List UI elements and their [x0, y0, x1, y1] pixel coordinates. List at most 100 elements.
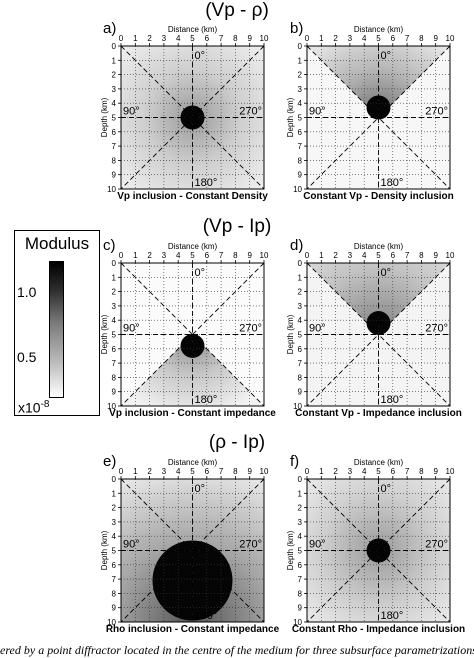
x-axis-label: Distance (km)	[168, 242, 218, 251]
panel-letter-b: b)	[290, 20, 304, 37]
x-tick-label: 7	[405, 251, 410, 260]
x-tick-label: 8	[419, 251, 424, 260]
angle-label-180: 180°	[381, 610, 404, 622]
y-tick-label: 9	[112, 171, 117, 180]
x-tick-label: 9	[433, 34, 438, 43]
x-tick-label: 0	[119, 34, 124, 43]
y-tick-label: 7	[298, 359, 303, 368]
x-tick-label: 4	[362, 467, 367, 476]
x-tick-label: 3	[162, 467, 167, 476]
y-tick-label: 3	[112, 302, 117, 311]
y-axis-label: Depth (km)	[100, 97, 109, 137]
x-tick-label: 0	[305, 251, 310, 260]
y-tick-label: 4	[298, 99, 303, 108]
y-tick-label: 8	[298, 373, 303, 382]
y-tick-label: 8	[298, 589, 303, 598]
angle-label-90: 90°	[309, 106, 326, 118]
y-tick-label: 0	[298, 42, 303, 51]
angle-label-0: 0°	[381, 50, 392, 62]
y-tick-label: 1	[112, 489, 117, 498]
x-tick-label: 1	[319, 34, 324, 43]
y-tick-label: 2	[298, 504, 303, 513]
y-tick-label: 6	[298, 345, 303, 354]
x-tick-label: 3	[348, 251, 353, 260]
y-tick-label: 2	[112, 288, 117, 297]
y-tick-label: 5	[112, 114, 117, 123]
y-tick-label: 4	[298, 316, 303, 325]
x-tick-label: 2	[333, 251, 338, 260]
colorbar-scale: x10-8	[18, 399, 49, 416]
y-tick-label: 0	[298, 259, 303, 268]
y-tick-label: 10	[107, 618, 116, 627]
x-tick-label: 0	[305, 467, 310, 476]
y-tick-label: 8	[112, 373, 117, 382]
y-tick-label: 4	[112, 316, 117, 325]
y-tick-label: 7	[112, 575, 117, 584]
panel-letter-e: e)	[103, 453, 117, 470]
x-tick-label: 1	[133, 467, 138, 476]
x-tick-label: 6	[391, 34, 396, 43]
x-tick-label: 7	[219, 34, 224, 43]
y-tick-label: 1	[298, 56, 303, 65]
y-tick-label: 8	[112, 589, 117, 598]
panel-letter-a: a)	[103, 20, 117, 37]
y-tick-label: 4	[298, 532, 303, 541]
angle-label-90: 90°	[123, 106, 140, 118]
y-tick-label: 0	[112, 42, 117, 51]
x-tick-label: 6	[205, 251, 210, 260]
x-tick-label: 2	[147, 251, 152, 260]
x-tick-label: 5	[376, 467, 381, 476]
y-tick-label: 7	[298, 575, 303, 584]
y-tick-label: 9	[112, 604, 117, 613]
x-tick-label: 6	[205, 34, 210, 43]
y-tick-label: 9	[298, 171, 303, 180]
y-tick-label: 5	[298, 331, 303, 340]
y-tick-label: 0	[112, 259, 117, 268]
x-tick-label: 9	[247, 467, 252, 476]
angle-label-180: 180°	[381, 394, 404, 406]
y-axis-label: Depth (km)	[286, 97, 295, 137]
x-tick-label: 10	[260, 467, 269, 476]
y-tick-label: 4	[112, 99, 117, 108]
x-tick-label: 0	[305, 34, 310, 43]
x-tick-label: 3	[162, 34, 167, 43]
x-tick-label: 0	[119, 467, 124, 476]
y-axis-label: Depth (km)	[286, 530, 295, 570]
y-tick-label: 2	[112, 71, 117, 80]
x-tick-label: 4	[362, 34, 367, 43]
y-tick-label: 6	[112, 345, 117, 354]
figure-caption-fragment: ered by a point diffractor located in th…	[0, 643, 474, 657]
x-tick-label: 4	[362, 251, 367, 260]
y-tick-label: 6	[112, 128, 117, 137]
y-tick-label: 7	[298, 142, 303, 151]
y-tick-label: 10	[293, 618, 302, 627]
y-tick-label: 6	[298, 561, 303, 570]
panel-letter-f: f)	[290, 453, 300, 470]
x-axis-label: Distance (km)	[168, 458, 218, 467]
colorbar-tick-high: 1.0	[17, 284, 37, 300]
x-tick-label: 1	[133, 34, 138, 43]
x-tick-label: 7	[219, 251, 224, 260]
x-tick-label: 6	[391, 251, 396, 260]
x-tick-label: 3	[348, 34, 353, 43]
angle-label-0: 0°	[381, 483, 392, 495]
y-tick-label: 7	[112, 359, 117, 368]
y-tick-label: 9	[298, 388, 303, 397]
angle-label-180: 180°	[195, 177, 218, 189]
y-tick-label: 8	[112, 156, 117, 165]
panel-letter-d: d)	[290, 237, 304, 254]
x-axis-label: Distance (km)	[354, 242, 404, 251]
y-tick-label: 5	[298, 547, 303, 556]
y-tick-label: 3	[112, 85, 117, 94]
x-tick-label: 10	[446, 467, 455, 476]
angle-label-90: 90°	[123, 539, 140, 551]
colorbar-scale-base: x10	[18, 399, 41, 416]
panel-letter-c: c)	[103, 237, 116, 254]
y-tick-label: 6	[298, 128, 303, 137]
x-tick-label: 10	[446, 34, 455, 43]
x-tick-label: 4	[176, 34, 181, 43]
x-tick-label: 7	[219, 467, 224, 476]
x-tick-label: 9	[247, 251, 252, 260]
